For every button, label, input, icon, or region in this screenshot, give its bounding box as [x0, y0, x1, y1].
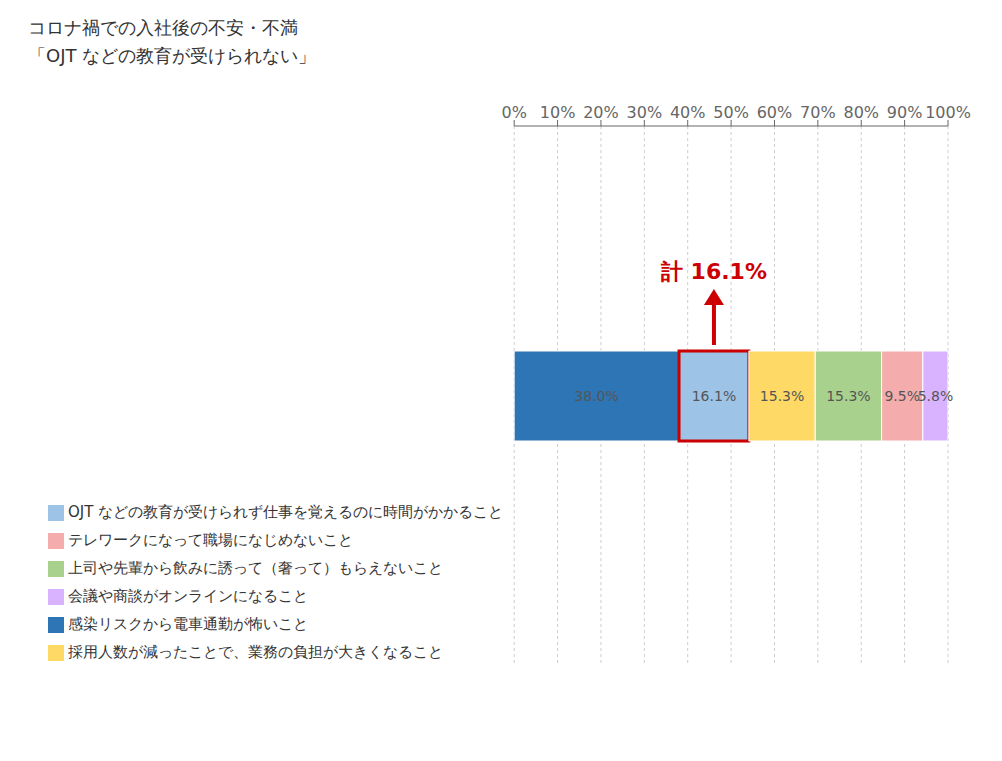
svg-text:60%: 60% [757, 103, 793, 122]
html-text:テレワークになって職場になじめないこと: テレワークになって職場になじめないこと [68, 531, 353, 549]
html-text:採用人数が減ったことで、業務の負担が大きくなること: 採用人数が減ったことで、業務の負担が大きくなること [68, 643, 443, 661]
svg-text:0%: 0% [501, 103, 526, 122]
svg-text:10%: 10% [540, 103, 576, 122]
svg-text:50%: 50% [713, 103, 749, 122]
html-text:コロナ禍での入社後の不安・不満: コロナ禍での入社後の不安・不満 [28, 17, 298, 38]
svg-text:15.3%: 15.3% [760, 388, 804, 404]
html-text:OJT などの教育が受けられず仕事を覚えるのに時間がかかるこ: OJT などの教育が受けられず仕事を覚えるのに時間がかかること [68, 503, 504, 521]
svg-text:5.8%: 5.8% [918, 388, 954, 404]
svg-text:計 16.1%: 計 16.1% [660, 259, 767, 284]
svg-text:20%: 20% [583, 103, 619, 122]
svg-text:16.1%: 16.1% [692, 388, 736, 404]
svg-text:15.3%: 15.3% [826, 388, 870, 404]
svg-text:90%: 90% [887, 103, 923, 122]
html-text:会議や商談がオンラインになること: 会議や商談がオンラインになること [68, 587, 308, 605]
svg-text:40%: 40% [670, 103, 706, 122]
html-text:感染リスクから電車通勤が怖いこと: 感染リスクから電車通勤が怖いこと [68, 615, 308, 633]
svg-text:100%: 100% [925, 103, 971, 122]
svg-text:80%: 80% [843, 103, 879, 122]
html-text:「OJT などの教育が受けられない」: 「OJT などの教育が受けられない」 [28, 45, 317, 66]
svg-text:38.0%: 38.0% [574, 388, 618, 404]
svg-text:9.5%: 9.5% [884, 388, 920, 404]
svg-text:30%: 30% [627, 103, 663, 122]
html-text:上司や先輩から飲みに誘って（奢って）もらえないこと: 上司や先輩から飲みに誘って（奢って）もらえないこと [68, 559, 443, 577]
svg-text:70%: 70% [800, 103, 836, 122]
